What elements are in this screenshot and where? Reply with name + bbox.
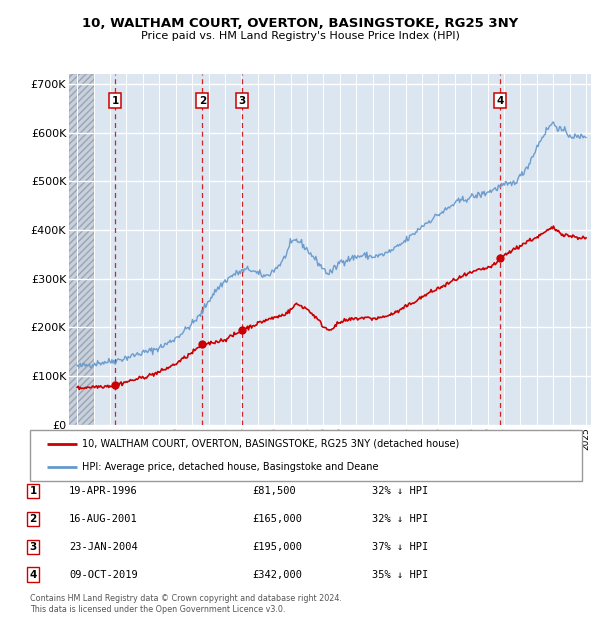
Text: £165,000: £165,000 [252, 514, 302, 524]
Text: 4: 4 [497, 95, 504, 105]
Text: 4: 4 [29, 570, 37, 580]
Bar [69, 74, 94, 425]
Text: 3: 3 [29, 542, 37, 552]
Text: 2: 2 [199, 95, 206, 105]
Text: Contains HM Land Registry data © Crown copyright and database right 2024.: Contains HM Land Registry data © Crown c… [30, 595, 342, 603]
Text: 09-OCT-2019: 09-OCT-2019 [69, 570, 138, 580]
Text: 2: 2 [29, 514, 37, 524]
Text: This data is licensed under the Open Government Licence v3.0.: This data is licensed under the Open Gov… [30, 605, 286, 614]
Text: 3: 3 [239, 95, 246, 105]
Text: 1: 1 [112, 95, 119, 105]
Text: 35% ↓ HPI: 35% ↓ HPI [372, 570, 428, 580]
Text: 37% ↓ HPI: 37% ↓ HPI [372, 542, 428, 552]
Text: HPI: Average price, detached house, Basingstoke and Deane: HPI: Average price, detached house, Basi… [82, 463, 379, 472]
Text: 1: 1 [29, 486, 37, 496]
Text: 19-APR-1996: 19-APR-1996 [69, 486, 138, 496]
Text: £195,000: £195,000 [252, 542, 302, 552]
Text: 23-JAN-2004: 23-JAN-2004 [69, 542, 138, 552]
Text: 10, WALTHAM COURT, OVERTON, BASINGSTOKE, RG25 3NY: 10, WALTHAM COURT, OVERTON, BASINGSTOKE,… [82, 17, 518, 30]
Text: Price paid vs. HM Land Registry's House Price Index (HPI): Price paid vs. HM Land Registry's House … [140, 31, 460, 41]
Text: 32% ↓ HPI: 32% ↓ HPI [372, 486, 428, 496]
Text: £81,500: £81,500 [252, 486, 296, 496]
Text: 10, WALTHAM COURT, OVERTON, BASINGSTOKE, RG25 3NY (detached house): 10, WALTHAM COURT, OVERTON, BASINGSTOKE,… [82, 439, 460, 449]
Text: £342,000: £342,000 [252, 570, 302, 580]
Text: 16-AUG-2001: 16-AUG-2001 [69, 514, 138, 524]
Text: 32% ↓ HPI: 32% ↓ HPI [372, 514, 428, 524]
